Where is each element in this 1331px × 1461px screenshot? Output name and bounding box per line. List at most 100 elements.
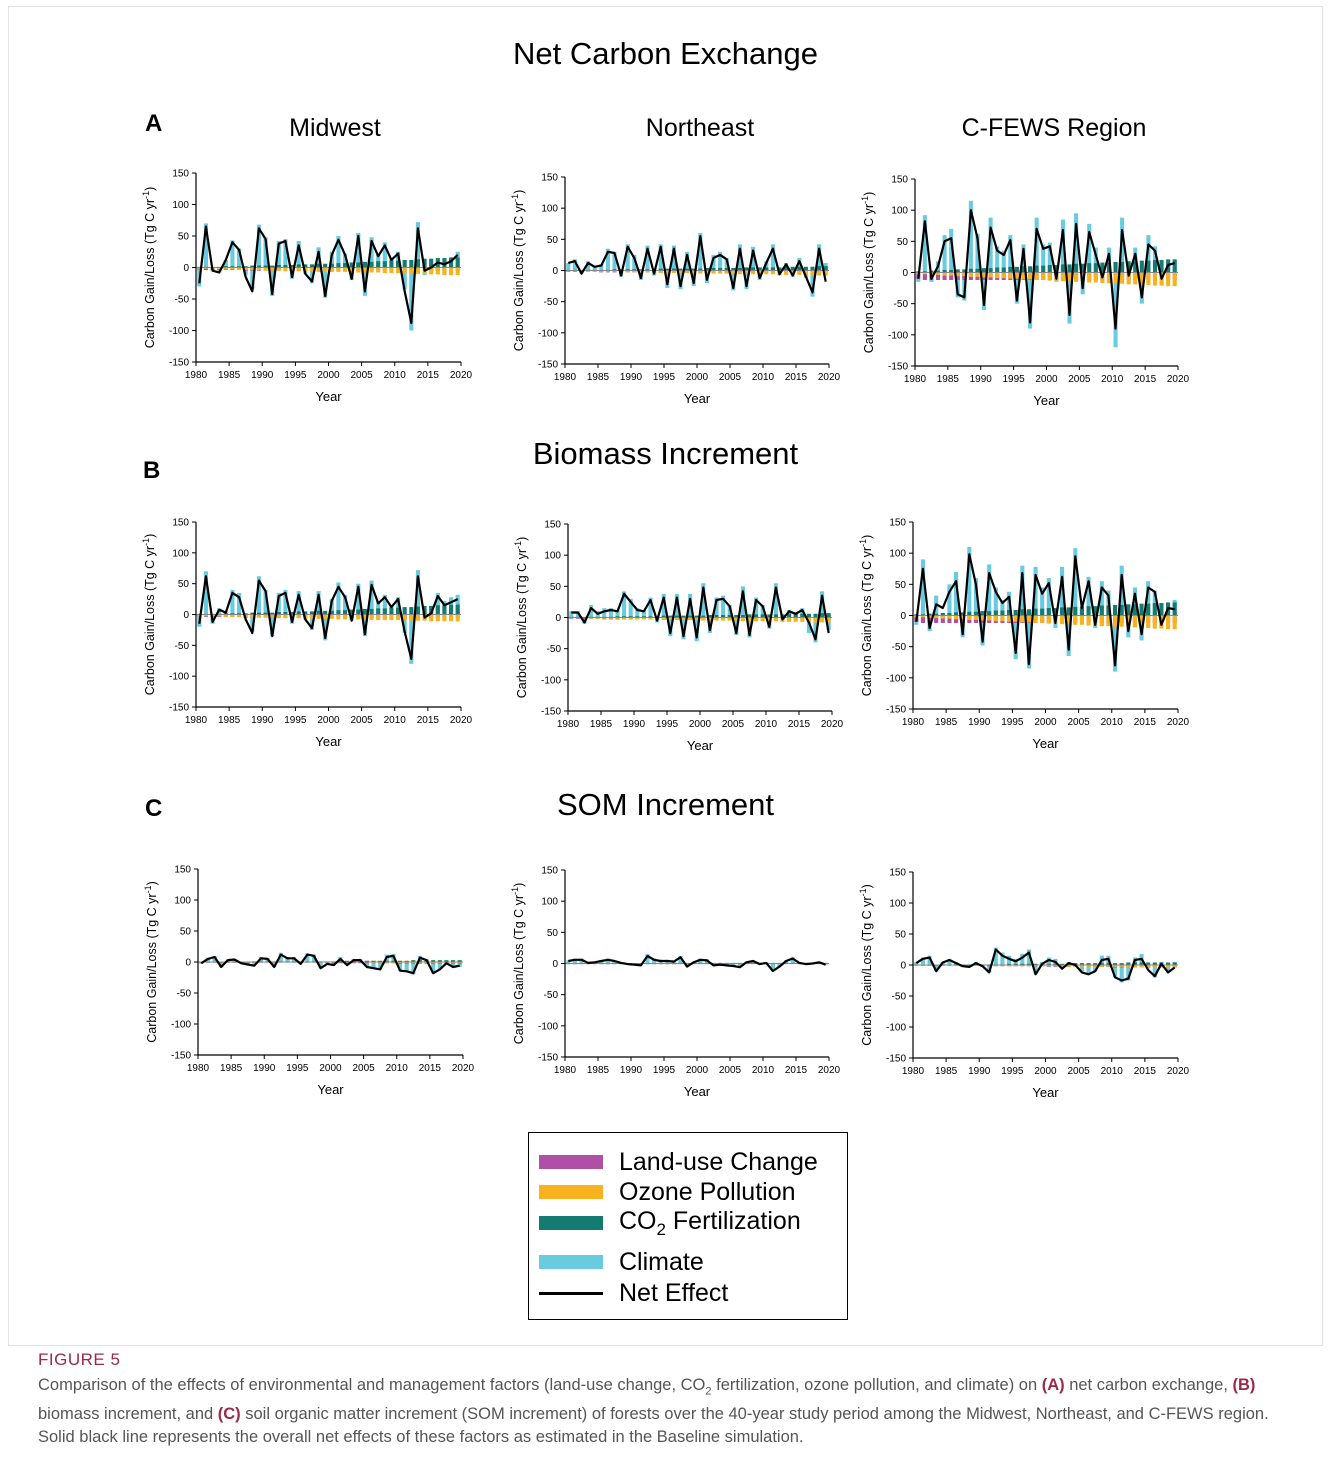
- net-effect-line: [917, 209, 1176, 330]
- bar-ozone: [283, 267, 288, 272]
- bar-ozone: [276, 267, 281, 271]
- bar-climate: [1046, 578, 1051, 616]
- bar-climate: [599, 264, 604, 271]
- bar-ozone: [602, 617, 607, 619]
- y-tick-label: 50: [180, 927, 192, 938]
- bar-co2: [800, 613, 805, 618]
- bar-co2: [988, 268, 993, 273]
- panel-letter-b: B: [143, 457, 161, 484]
- bar-ozone: [1172, 965, 1177, 968]
- bar-co2: [1086, 606, 1091, 616]
- x-tick-label: 2005: [1068, 717, 1091, 728]
- bar-co2: [625, 269, 630, 271]
- bar-ozone: [817, 270, 822, 276]
- caption-sub: 2: [705, 1385, 712, 1398]
- bar-climate: [1008, 235, 1013, 273]
- bar-climate: [770, 963, 775, 971]
- bar-ozone: [1113, 615, 1118, 627]
- bar-co2: [681, 615, 686, 618]
- bar-ozone: [263, 267, 268, 271]
- bar-co2: [718, 268, 723, 271]
- y-tick-label: -150: [171, 1051, 191, 1062]
- bar-ozone: [622, 617, 627, 620]
- bar-co2: [442, 605, 447, 615]
- bar-ozone: [336, 267, 341, 272]
- bar-ozone: [1079, 965, 1084, 967]
- y-axis-label: Carbon Gain/Loss (Tg C yr-1): [858, 884, 874, 1046]
- bar-ozone: [371, 962, 376, 964]
- bar-co2: [678, 268, 683, 271]
- bar-ozone: [1133, 272, 1138, 285]
- bar-co2: [632, 269, 637, 271]
- bar-ozone: [674, 617, 679, 620]
- bar-co2: [1053, 608, 1058, 616]
- bar-climate: [323, 267, 328, 298]
- bar-co2: [250, 612, 255, 615]
- bar-climate: [296, 591, 301, 615]
- bar-co2: [415, 259, 420, 268]
- bar-co2: [223, 613, 228, 615]
- bar-ozone: [276, 614, 281, 619]
- bar-ozone: [1014, 272, 1019, 279]
- bar-co2: [1126, 962, 1131, 965]
- bar-climate: [362, 267, 367, 296]
- x-tick-label: 2015: [1134, 717, 1157, 728]
- bar-co2: [329, 263, 334, 268]
- legend-item-co2: CO2 Fertilization: [539, 1207, 801, 1240]
- bar-climate: [1020, 565, 1025, 616]
- bar-climate: [641, 610, 646, 618]
- x-tick-label: 1995: [1001, 717, 1024, 728]
- x-tick-label: 2005: [719, 1065, 742, 1076]
- bar-climate: [658, 244, 663, 271]
- panel-letter-a: A: [145, 110, 163, 137]
- bar-ozone: [592, 270, 597, 272]
- bar-co2: [773, 614, 778, 618]
- y-tick-label: -100: [538, 1021, 558, 1032]
- bar-co2: [389, 260, 394, 268]
- bar-co2: [1126, 604, 1131, 616]
- bar-climate: [1113, 615, 1118, 672]
- y-tick-label: 50: [547, 235, 559, 246]
- bar-climate: [431, 962, 436, 974]
- legend-item-ozone: Ozone Pollution: [539, 1177, 796, 1207]
- bar-co2: [1139, 962, 1144, 965]
- bar-co2: [1099, 605, 1104, 616]
- bar-ozone: [995, 272, 1000, 279]
- bar-ozone: [1041, 272, 1046, 280]
- bar-ozone: [737, 270, 742, 275]
- bar-co2: [747, 614, 752, 618]
- legend-label-co2: CO2 Fertilization: [619, 1207, 801, 1240]
- y-tick-label: 0: [185, 958, 191, 969]
- bar-co2: [396, 607, 401, 615]
- bar-co2: [1060, 607, 1065, 616]
- bar-co2: [671, 268, 676, 271]
- x-tick-label: 1990: [251, 370, 274, 381]
- x-tick-label: 1985: [218, 715, 241, 726]
- bar-co2: [457, 960, 462, 962]
- bar-climate: [1146, 581, 1151, 616]
- bar-co2: [356, 609, 361, 615]
- bar-co2: [1132, 962, 1137, 965]
- bar-co2: [813, 613, 818, 618]
- bar-ozone: [1159, 965, 1164, 968]
- bar-climate: [409, 614, 414, 664]
- bar-ozone: [1000, 965, 1005, 967]
- bar-co2: [415, 606, 420, 615]
- x-tick-label: 1995: [284, 370, 307, 381]
- y-tick-label: -50: [177, 989, 192, 1000]
- bar-climate: [747, 617, 752, 638]
- bar-climate: [1152, 590, 1157, 616]
- bar-ozone: [718, 270, 723, 274]
- bar-climate: [1119, 965, 1124, 983]
- bar-co2: [661, 615, 666, 618]
- bar-land-use: [566, 270, 571, 272]
- bar-ozone: [1152, 272, 1158, 286]
- bar-co2: [784, 266, 789, 271]
- bar-ozone: [1007, 965, 1012, 967]
- bar-climate: [376, 600, 381, 615]
- bar-co2: [721, 615, 726, 618]
- bar-ozone: [402, 267, 407, 274]
- bar-ozone: [1073, 615, 1078, 625]
- bar-ozone: [1001, 272, 1006, 279]
- bar-co2: [960, 612, 965, 616]
